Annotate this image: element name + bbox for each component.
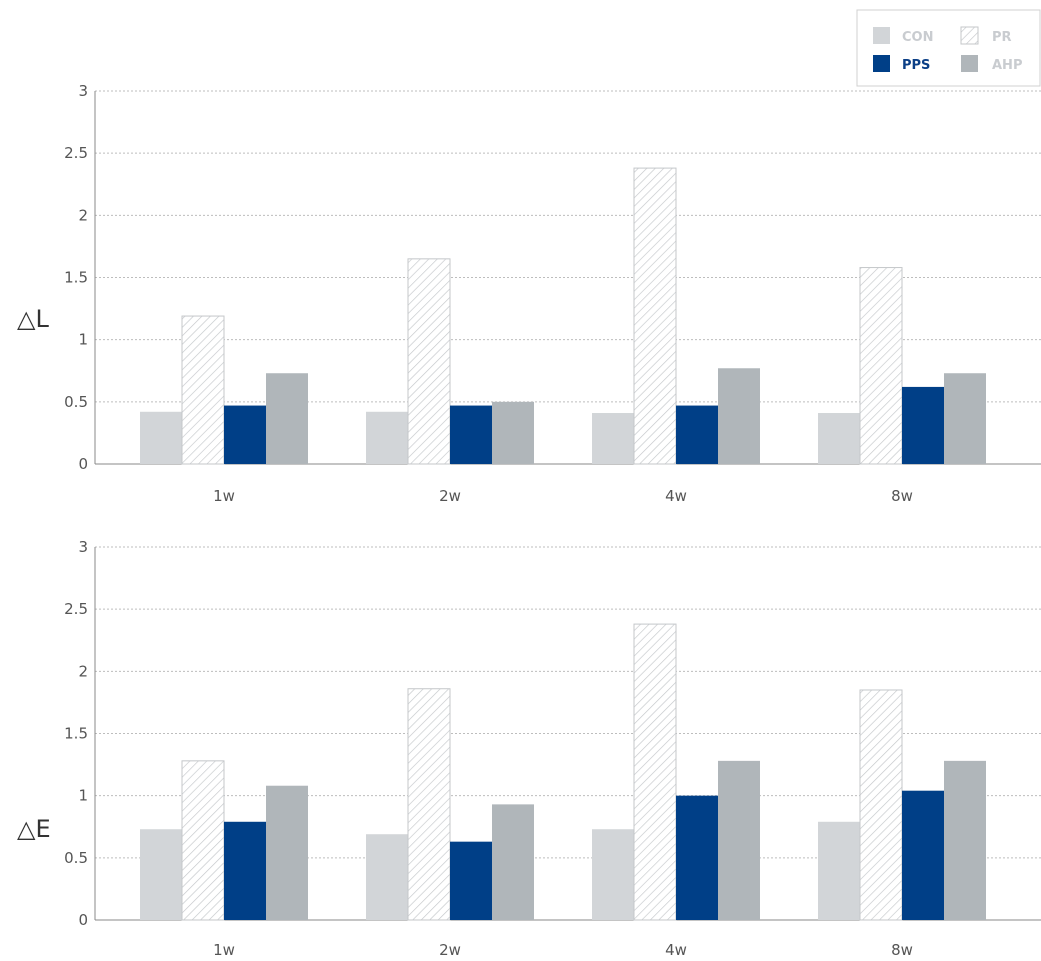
- bar-con-1w: [140, 411, 182, 464]
- x-tick-label: 2w: [439, 941, 461, 959]
- legend-swatch-pps: [873, 55, 890, 72]
- bar-pr-1w: [181, 760, 225, 921]
- bar-pr-1w: [181, 315, 225, 465]
- bar-pps-2w: [450, 841, 492, 920]
- y-tick-label: 1.5: [64, 725, 88, 743]
- bar-con-4w: [592, 413, 634, 464]
- bar-con-8w: [818, 821, 860, 920]
- legend: CON PR PPS AHP: [856, 9, 1041, 87]
- x-tick-label: 4w: [665, 487, 687, 505]
- chart-panel-delta-e: 0 0.5 1 1.5 2 2.5 3 △E 1w 2w 4w 8w: [17, 538, 1041, 959]
- x-tick-label: 2w: [439, 487, 461, 505]
- x-tick-label: 8w: [891, 941, 913, 959]
- bar-ahp-1w: [266, 785, 308, 920]
- y-tick-label: 2.5: [64, 600, 88, 618]
- y-tick-label: 2: [78, 662, 88, 680]
- bar-pr-2w: [407, 688, 451, 921]
- bar-pps-1w: [224, 821, 266, 920]
- bar-con-8w: [818, 413, 860, 464]
- y-tick-label: 1.5: [64, 269, 88, 287]
- legend-label-pr: PR: [992, 30, 1012, 45]
- bar-ahp-2w: [492, 401, 534, 464]
- x-tick-label: 1w: [213, 941, 235, 959]
- bar-con-4w: [592, 829, 634, 920]
- bar-con-2w: [366, 411, 408, 464]
- legend-box: [856, 9, 1041, 87]
- bar-ahp-1w: [266, 373, 308, 464]
- bar-pps-8w: [902, 790, 944, 920]
- bar-pps-4w: [676, 405, 718, 464]
- y-tick-label: 3: [78, 538, 88, 556]
- y-tick-label: 0: [78, 911, 88, 929]
- y-tick-label: 2: [78, 206, 88, 224]
- legend-swatch-con: [873, 27, 890, 44]
- x-tick-label: 8w: [891, 487, 913, 505]
- bar-ahp-2w: [492, 804, 534, 920]
- y-tick-label: 1: [78, 787, 88, 805]
- legend-label-pps: PPS: [902, 58, 930, 73]
- bar-pps-2w: [450, 405, 492, 464]
- bar-ahp-4w: [718, 368, 760, 464]
- bar-pr-8w: [859, 689, 903, 921]
- y-axis-label: △L: [17, 305, 49, 333]
- bar-pps-1w: [224, 405, 266, 464]
- bar-ahp-8w: [944, 760, 986, 920]
- bar-pr-4w: [633, 623, 677, 921]
- bar-pr-2w: [407, 258, 451, 465]
- bar-pr-8w: [859, 267, 903, 465]
- legend-label-ahp: AHP: [992, 58, 1022, 73]
- bar-con-1w: [140, 829, 182, 920]
- bar-ahp-4w: [718, 760, 760, 920]
- x-tick-label: 4w: [665, 941, 687, 959]
- bar-con-2w: [366, 834, 408, 920]
- x-tick-label: 1w: [213, 487, 235, 505]
- y-tick-label: 0: [78, 455, 88, 473]
- y-axis-label: △E: [17, 815, 51, 843]
- chart-panel-delta-l: 0 0.5 1 1.5 2 2.5 3 △L 1w 2w 4w 8w: [17, 82, 1041, 505]
- bar-pr-4w: [633, 167, 677, 465]
- y-tick-label: 1: [78, 331, 88, 349]
- legend-swatch-ahp: [961, 55, 978, 72]
- y-tick-label: 0.5: [64, 393, 88, 411]
- bar-pps-4w: [676, 795, 718, 920]
- legend-swatch-pr: [960, 26, 979, 45]
- bar-ahp-8w: [944, 373, 986, 464]
- bar-pps-8w: [902, 386, 944, 464]
- y-tick-label: 0.5: [64, 849, 88, 867]
- y-tick-label: 2.5: [64, 144, 88, 162]
- legend-label-con: CON: [902, 30, 933, 45]
- y-tick-label: 3: [78, 82, 88, 100]
